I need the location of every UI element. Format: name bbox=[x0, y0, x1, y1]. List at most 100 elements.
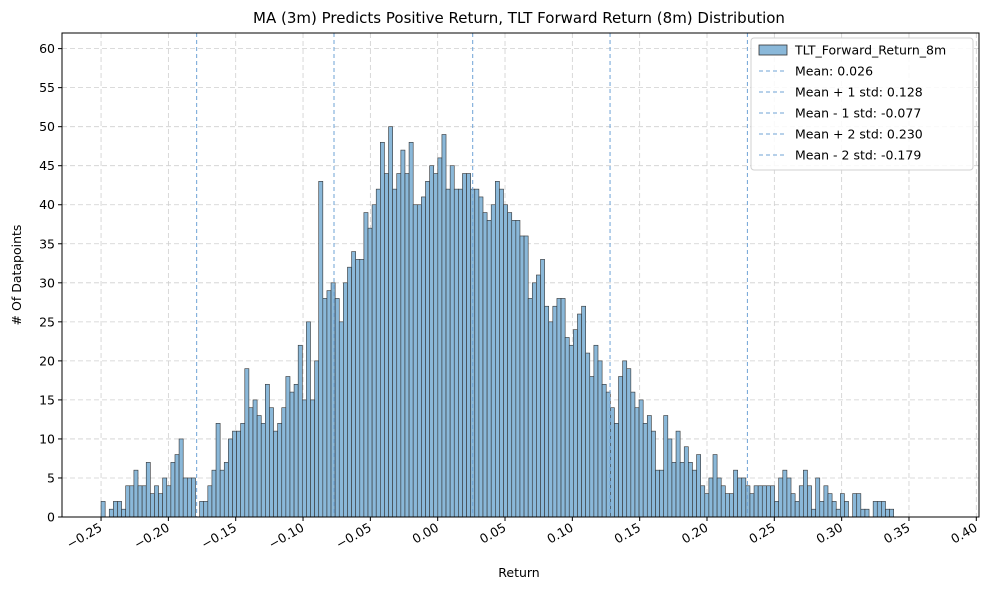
histogram-bar bbox=[281, 407, 287, 518]
histogram-bar bbox=[515, 220, 521, 518]
x-tick-label: 0.05 bbox=[477, 520, 509, 547]
histogram-bar bbox=[433, 173, 439, 518]
histogram-bar bbox=[864, 508, 870, 518]
histogram-bar bbox=[326, 290, 332, 518]
legend-label: Mean: 0.026 bbox=[795, 64, 873, 79]
histogram-bar bbox=[548, 321, 554, 518]
histogram-bar bbox=[404, 173, 410, 518]
histogram-bar bbox=[236, 430, 241, 518]
y-tick-label: 10 bbox=[39, 431, 55, 446]
histogram-bar bbox=[626, 368, 632, 518]
x-tick-label: 0.00 bbox=[410, 520, 442, 547]
histogram-bar bbox=[638, 399, 644, 518]
histogram-bar bbox=[170, 462, 176, 518]
y-axis-ticks: 0 5 10 15 20 25 30 35 40 45 50 55 60 bbox=[39, 41, 62, 525]
histogram-bar bbox=[174, 454, 180, 518]
histogram-bar bbox=[786, 477, 792, 518]
histogram-bar bbox=[840, 493, 845, 518]
histogram-bar bbox=[634, 407, 640, 518]
histogram-bar bbox=[761, 485, 767, 518]
histogram-bar bbox=[745, 485, 751, 518]
histogram-bar bbox=[166, 485, 172, 518]
histogram-bar bbox=[223, 462, 229, 518]
histogram-bar bbox=[720, 485, 726, 518]
histogram-bar bbox=[560, 298, 566, 518]
histogram-bar bbox=[815, 477, 821, 518]
histogram-bar bbox=[499, 188, 504, 518]
histogram-bar bbox=[860, 508, 866, 518]
histogram-bar bbox=[544, 305, 550, 518]
histogram-bar bbox=[301, 399, 307, 518]
histogram-bar bbox=[663, 415, 669, 518]
histogram-bar bbox=[478, 196, 484, 518]
histogram-bar bbox=[622, 360, 628, 518]
histogram-bar bbox=[248, 407, 254, 518]
histogram-bar bbox=[306, 321, 311, 518]
histogram-bar bbox=[162, 477, 168, 518]
histogram-bar bbox=[671, 462, 677, 518]
histogram-bar bbox=[191, 477, 196, 518]
histogram-bar bbox=[614, 423, 619, 518]
histogram-bar bbox=[199, 501, 205, 518]
histogram-bar bbox=[881, 501, 886, 518]
histogram-bar bbox=[416, 204, 422, 518]
y-tick-label: 20 bbox=[39, 353, 55, 368]
x-tick-label: −0.15 bbox=[199, 520, 240, 552]
histogram-bar bbox=[753, 485, 759, 518]
histogram-bar bbox=[421, 196, 426, 518]
histogram-bar bbox=[675, 430, 681, 518]
histogram-bar bbox=[277, 423, 283, 518]
histogram-bar bbox=[462, 173, 467, 518]
histogram-bar bbox=[876, 501, 882, 518]
histogram-bar bbox=[207, 485, 213, 518]
histogram-bar bbox=[338, 321, 344, 518]
histogram-bar bbox=[453, 188, 459, 518]
legend-label: Mean - 1 std: -0.077 bbox=[795, 106, 921, 121]
histogram-bar bbox=[696, 454, 701, 518]
legend-label: Mean - 2 std: -0.179 bbox=[795, 148, 921, 163]
histogram-bar bbox=[708, 477, 714, 518]
axes bbox=[61, 32, 980, 518]
histogram-bar bbox=[757, 485, 763, 518]
x-tick-label: 0.10 bbox=[544, 520, 576, 547]
x-axis-ticks: −0.25 −0.20 −0.15 −0.10 −0.05 0.00 0.05 0.10 0.1… bbox=[64, 517, 980, 552]
histogram-bar bbox=[117, 501, 122, 518]
histogram-bar bbox=[811, 508, 816, 518]
histogram-bar bbox=[330, 282, 336, 518]
histogram-bar bbox=[314, 360, 320, 518]
histogram-bar bbox=[725, 493, 730, 518]
histogram-bar bbox=[260, 423, 266, 518]
histogram-bar bbox=[240, 423, 246, 518]
y-tick-label: 55 bbox=[39, 80, 55, 95]
histogram-bar bbox=[437, 157, 443, 518]
histogram-bar bbox=[244, 368, 250, 518]
histogram-bar bbox=[129, 485, 135, 518]
y-tick-label: 60 bbox=[39, 41, 55, 56]
histogram-bar bbox=[712, 454, 718, 518]
histogram-bars bbox=[100, 126, 894, 518]
plot-frame bbox=[61, 32, 980, 518]
histogram-bar bbox=[186, 477, 192, 518]
y-tick-label: 45 bbox=[39, 158, 55, 173]
y-tick-label: 5 bbox=[47, 470, 55, 485]
histogram-bar bbox=[113, 501, 118, 518]
legend-box bbox=[750, 37, 974, 171]
histogram-bar bbox=[318, 181, 324, 518]
x-tick-label: 0.20 bbox=[679, 520, 711, 547]
histogram-bar bbox=[252, 399, 258, 518]
histogram-bar bbox=[256, 415, 262, 518]
x-tick-label: −0.05 bbox=[333, 520, 374, 552]
histogram-bar bbox=[203, 501, 209, 518]
histogram-bar bbox=[585, 352, 591, 518]
legend: TLT_Forward_Return_8m Mean: 0.026 Mean + 1… bbox=[750, 37, 974, 171]
histogram-bar bbox=[523, 235, 529, 518]
histogram-bar bbox=[803, 469, 808, 518]
histogram-bar bbox=[133, 469, 139, 518]
histogram-bar bbox=[511, 220, 517, 518]
histogram-bar bbox=[667, 438, 673, 518]
y-tick-label: 15 bbox=[39, 392, 55, 407]
histogram-bar bbox=[474, 188, 480, 518]
histogram-bar bbox=[597, 360, 603, 518]
